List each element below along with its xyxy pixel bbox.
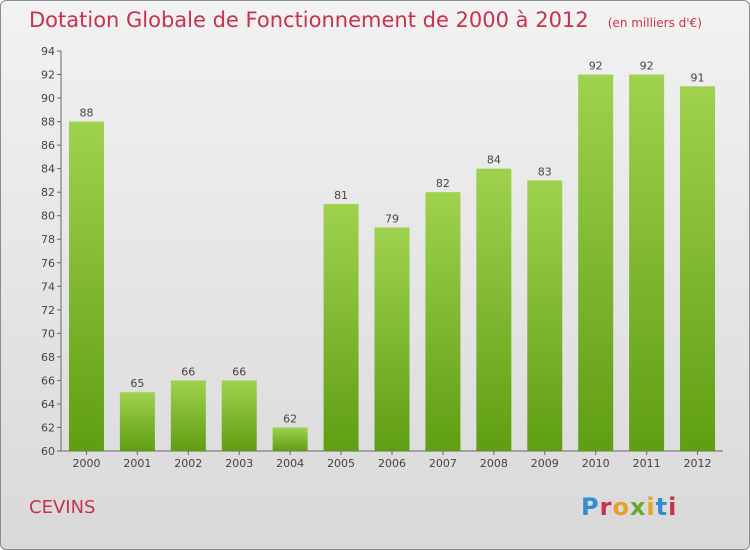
data-label-2002: 66 xyxy=(181,365,195,378)
x-tick-label-2003: 2003 xyxy=(225,457,253,470)
logo-letter: x xyxy=(629,493,647,521)
data-label-2010: 92 xyxy=(589,60,603,73)
y-tick-label: 70 xyxy=(41,327,55,340)
logo-letter: r xyxy=(599,493,613,521)
bar-2007 xyxy=(425,192,461,452)
y-tick-label: 78 xyxy=(41,233,55,246)
bar-2010 xyxy=(578,74,614,451)
y-tick-label: 76 xyxy=(41,257,55,270)
y-tick-label: 62 xyxy=(41,421,55,434)
chart-title: Dotation Globale de Fonctionnement de 20… xyxy=(29,8,589,32)
x-tick-label-2009: 2009 xyxy=(531,457,559,470)
data-label-2001: 65 xyxy=(130,377,144,390)
x-tick-label-2000: 2000 xyxy=(72,457,100,470)
proxiti-logo[interactable]: Proxiti xyxy=(581,493,677,521)
x-tick-label-2005: 2005 xyxy=(327,457,355,470)
x-tick-label-2004: 2004 xyxy=(276,457,304,470)
logo-letter: i xyxy=(668,493,678,521)
bar-2011 xyxy=(629,74,665,451)
y-tick-label: 92 xyxy=(41,69,55,82)
data-label-2005: 81 xyxy=(334,189,348,202)
x-tick-label-2006: 2006 xyxy=(378,457,406,470)
data-label-2012: 91 xyxy=(691,71,705,84)
data-label-2008: 84 xyxy=(487,154,501,167)
logo-letter: t xyxy=(655,493,669,521)
bar-2002 xyxy=(170,380,206,451)
title-row: Dotation Globale de Fonctionnement de 20… xyxy=(29,8,702,32)
logo-letter: i xyxy=(646,493,656,521)
data-label-2004: 62 xyxy=(283,412,297,425)
data-label-2006: 79 xyxy=(385,212,399,225)
y-tick-label: 80 xyxy=(41,210,55,223)
y-tick-label: 66 xyxy=(41,374,55,387)
bar-2003 xyxy=(221,380,257,451)
x-tick-label-2001: 2001 xyxy=(123,457,151,470)
data-label-2007: 82 xyxy=(436,177,450,190)
commune-name: CEVINS xyxy=(29,497,96,518)
x-tick-label-2008: 2008 xyxy=(480,457,508,470)
y-tick-label: 60 xyxy=(41,445,55,458)
bar-2006 xyxy=(374,227,410,451)
bar-2005 xyxy=(323,203,359,451)
data-label-2011: 92 xyxy=(640,60,654,73)
y-tick-label: 84 xyxy=(41,163,55,176)
x-tick-label-2010: 2010 xyxy=(582,457,610,470)
bar-2012 xyxy=(680,86,716,451)
x-tick-label-2002: 2002 xyxy=(174,457,202,470)
bar-2008 xyxy=(476,168,512,451)
y-tick-label: 94 xyxy=(41,45,55,58)
chart-subtitle: (en milliers d'€) xyxy=(607,16,702,30)
bar-2009 xyxy=(527,180,563,452)
y-tick-label: 64 xyxy=(41,398,55,411)
axes: 60 62 64 66 68 70 72 74 76 78 80 82 84 86 88 90 92 94 2000… xyxy=(41,45,723,470)
logo-letter: o xyxy=(612,493,630,521)
y-tick-label: 88 xyxy=(41,116,55,129)
y-tick-label: 90 xyxy=(41,92,55,105)
bar-2001 xyxy=(119,392,155,451)
y-tick-label: 82 xyxy=(41,186,55,199)
y-tick-label: 74 xyxy=(41,280,55,293)
y-tick-label: 86 xyxy=(41,139,55,152)
bars: 88 65 66 66 62 81 79 82 84 83 92 92 91 xyxy=(68,60,716,452)
bar-2000 xyxy=(68,121,104,452)
logo-letter: P xyxy=(581,493,600,521)
data-label-2003: 66 xyxy=(232,365,246,378)
x-tick-label-2007: 2007 xyxy=(429,457,457,470)
x-tick-label-2012: 2012 xyxy=(684,457,712,470)
x-tick-label-2011: 2011 xyxy=(633,457,661,470)
bar-2004 xyxy=(272,427,308,451)
data-label-2000: 88 xyxy=(79,107,93,120)
data-label-2009: 83 xyxy=(538,165,552,178)
y-tick-label: 72 xyxy=(41,304,55,317)
y-tick-label: 68 xyxy=(41,351,55,364)
